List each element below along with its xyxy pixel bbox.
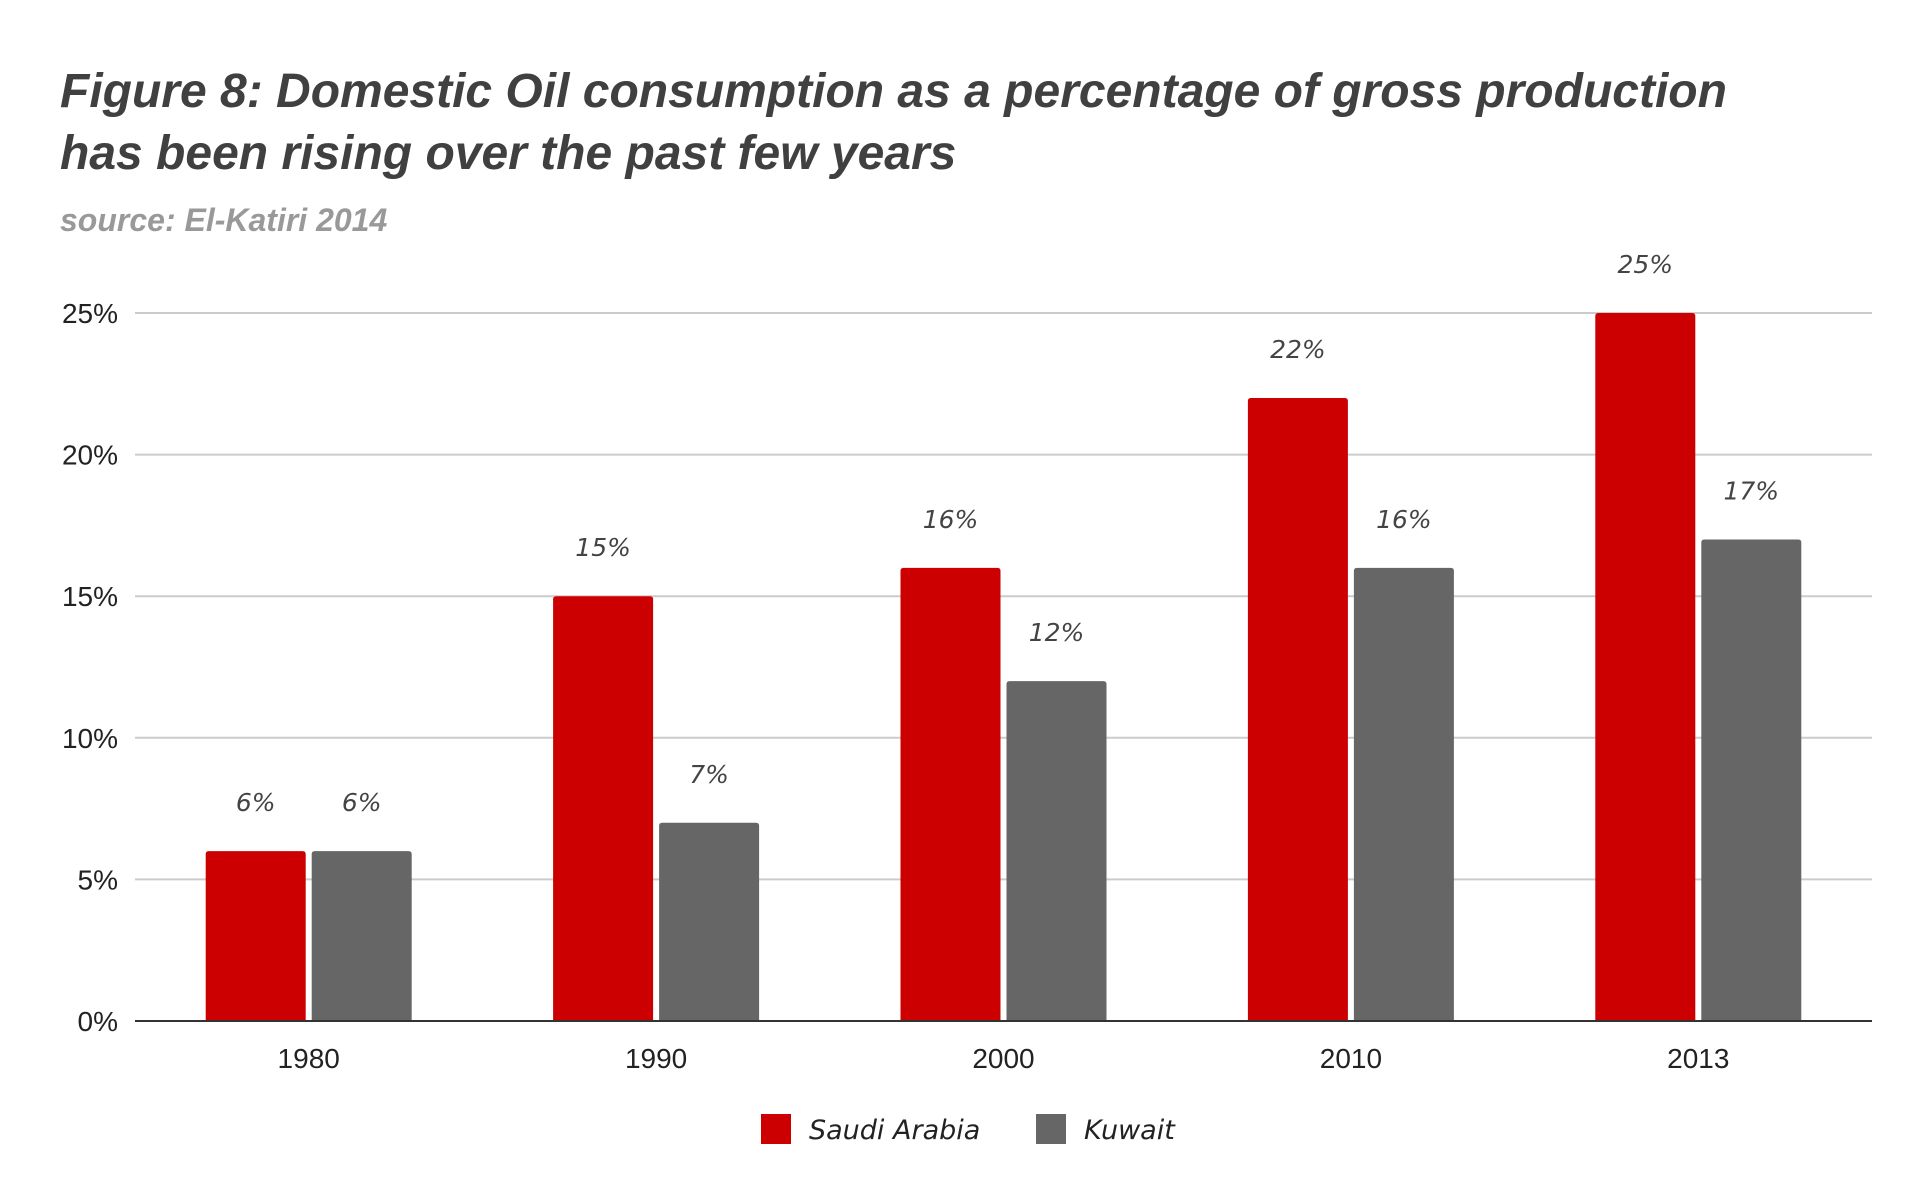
bar-kuwait-2013 xyxy=(1701,539,1802,1021)
data-labels: 6% 6% 15% 7% 16% 12% 22% 16% 25% 17% xyxy=(236,250,1779,817)
data-label-kuwait-2013: 17% xyxy=(1724,477,1780,506)
bar-kuwait-2010 xyxy=(1353,567,1454,1021)
legend-label-kuwait: Kuwait xyxy=(1084,1115,1176,1146)
bar-saudi-arabia-2000 xyxy=(900,567,1001,1021)
y-tick-label: 25% xyxy=(62,298,118,329)
legend-swatch-kuwait xyxy=(1036,1114,1066,1144)
data-label-kuwait-1990: 7% xyxy=(689,760,729,789)
x-tick-label-2000: 2000 xyxy=(972,1043,1034,1074)
legend-label-saudi-arabia: Saudi Arabia xyxy=(809,1115,980,1146)
x-tick-label-2010: 2010 xyxy=(1320,1043,1382,1074)
bar-kuwait-2000 xyxy=(1006,681,1107,1021)
data-label-saudi-arabia-1990: 15% xyxy=(575,533,631,562)
bar-kuwait-1980 xyxy=(311,851,412,1021)
data-label-saudi-arabia-1980: 6% xyxy=(236,788,276,817)
y-tick-label: 5% xyxy=(78,864,118,895)
x-tick-label-1990: 1990 xyxy=(625,1043,687,1074)
y-tick-label: 0% xyxy=(78,1006,118,1037)
bar-saudi-arabia-2010 xyxy=(1247,397,1348,1022)
y-tick-label: 10% xyxy=(62,723,118,754)
grid xyxy=(135,312,1872,881)
legend: Saudi Arabia Kuwait xyxy=(761,1114,1176,1146)
x-tick-label-1980: 1980 xyxy=(278,1043,340,1074)
data-label-kuwait-2010: 16% xyxy=(1376,505,1432,534)
x-tick-label-2013: 2013 xyxy=(1667,1043,1729,1074)
legend-swatch-saudi-arabia xyxy=(761,1114,791,1144)
chart-subtitle: source: El-Katiri 2014 xyxy=(60,202,387,238)
data-label-kuwait-1980: 6% xyxy=(342,788,382,817)
bar-saudi-arabia-2013 xyxy=(1595,313,1696,1021)
chart-title-line-2: has been rising over the past few years xyxy=(60,127,956,180)
data-label-saudi-arabia-2013: 25% xyxy=(1618,250,1674,279)
y-tick-label: 15% xyxy=(62,581,118,612)
chart-title-line-1: Figure 8: Domestic Oil consumption as a … xyxy=(60,65,1727,118)
data-label-saudi-arabia-2000: 16% xyxy=(923,505,979,534)
bars xyxy=(205,313,1802,1022)
bar-kuwait-1990 xyxy=(659,822,760,1021)
y-tick-label: 20% xyxy=(62,440,118,471)
data-label-kuwait-2000: 12% xyxy=(1029,618,1085,647)
bar-saudi-arabia-1990 xyxy=(553,596,654,1021)
y-axis-ticks: 0% 5% 10% 15% 20% 25% xyxy=(62,298,118,1037)
bar-saudi-arabia-1980 xyxy=(205,851,306,1021)
x-axis-ticks: 1980 1990 2000 2010 2013 xyxy=(278,1043,1730,1074)
data-label-saudi-arabia-2010: 22% xyxy=(1270,335,1326,364)
